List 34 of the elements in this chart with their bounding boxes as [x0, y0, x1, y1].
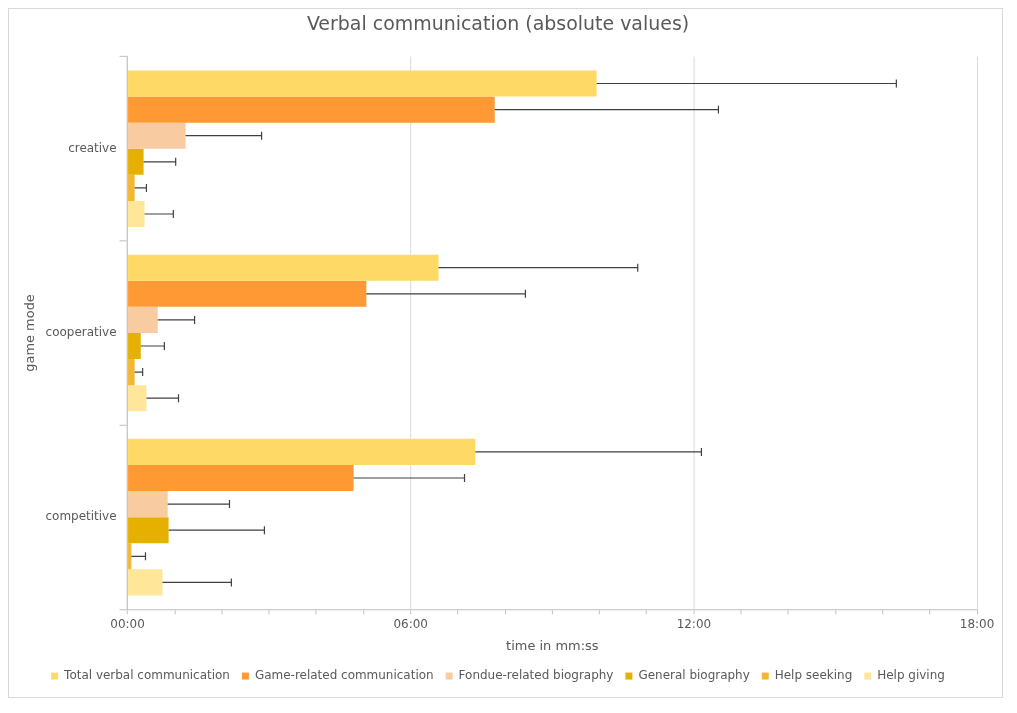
x-axis-title: time in mm:ss — [506, 637, 599, 653]
bar — [128, 70, 597, 97]
legend-label: Game-related communication — [254, 668, 434, 683]
legend-label: Help giving — [877, 668, 945, 683]
bar — [128, 385, 147, 412]
legend-label: Fondue-related biography — [458, 668, 614, 683]
bar — [128, 359, 135, 386]
bar — [128, 543, 132, 570]
bar — [128, 200, 145, 228]
legend-label: Total verbal communication — [63, 668, 230, 683]
bar — [128, 148, 144, 175]
bar — [128, 491, 168, 518]
x-tick-label: 12:00 — [676, 616, 712, 631]
y-tick-label: competitive — [45, 509, 117, 524]
bar — [128, 332, 141, 360]
y-tick-label: creative — [68, 140, 117, 155]
chart-title: Verbal communication (absolute values) — [306, 12, 690, 35]
bar — [128, 254, 439, 281]
x-tick-label: 00:00 — [110, 616, 145, 631]
bar — [128, 517, 169, 544]
y-axis-title: game mode — [22, 294, 38, 372]
bar — [128, 280, 367, 307]
x-tick-label: 18:00 — [959, 616, 995, 631]
y-tick-label: cooperative — [45, 325, 117, 340]
legend-label: General biography — [638, 668, 750, 683]
bar — [128, 122, 186, 149]
legend-label: Help seeking — [774, 668, 853, 683]
bar — [128, 438, 476, 465]
bar — [128, 569, 163, 596]
bar — [128, 174, 135, 201]
x-tick-label: 06:00 — [393, 616, 428, 631]
bar — [128, 306, 158, 333]
bar — [128, 96, 495, 123]
bar — [128, 464, 354, 492]
